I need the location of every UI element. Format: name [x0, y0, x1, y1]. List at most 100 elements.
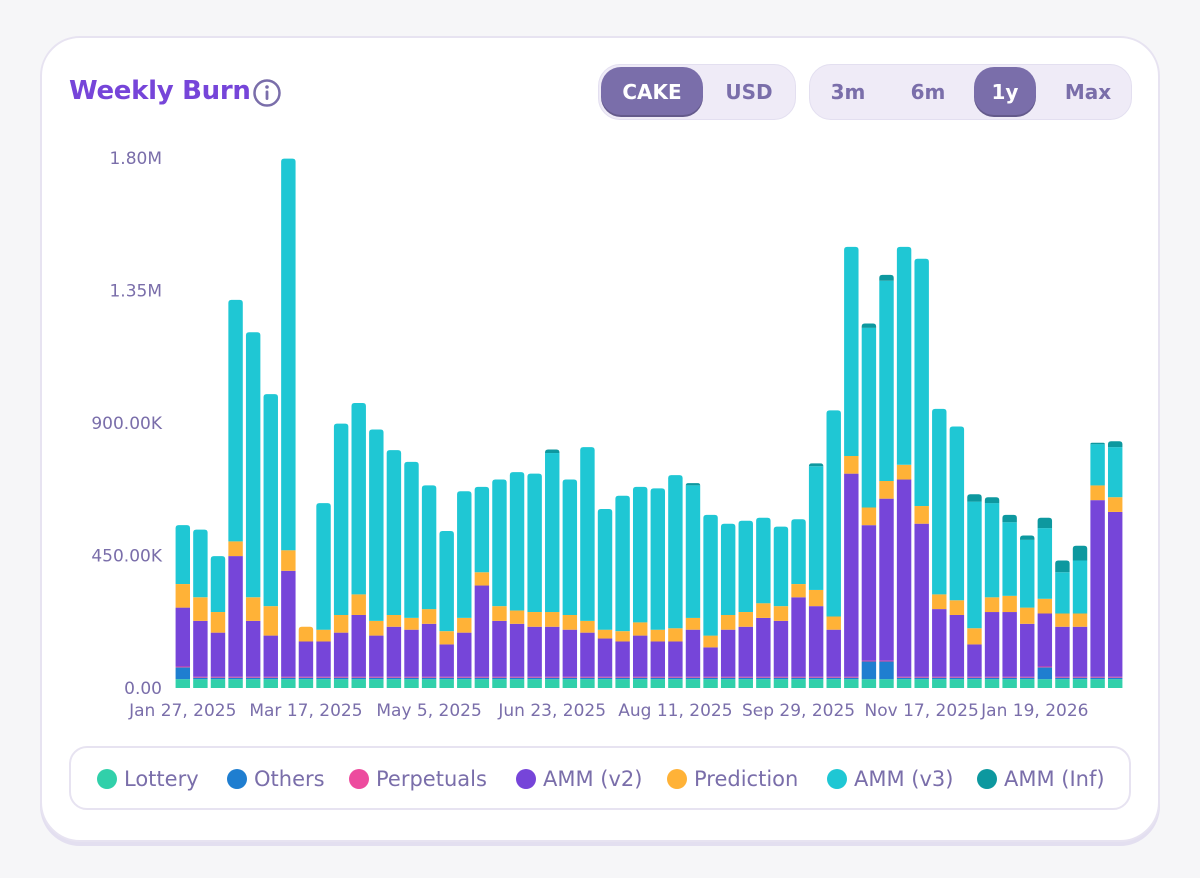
bar-segment-perpetuals[interactable] — [316, 676, 331, 678]
bar-segment-amm-v2[interactable] — [844, 473, 859, 677]
legend-item-amm-v2[interactable]: AMM (v2) — [516, 748, 642, 810]
bar-segment-amm-v3[interactable] — [791, 519, 806, 585]
bar-segment-perpetuals[interactable] — [509, 676, 525, 678]
bar-segment-prediction[interactable] — [404, 617, 419, 630]
bar-segment-lottery[interactable] — [228, 679, 243, 688]
bar-segment-perpetuals[interactable] — [720, 676, 736, 678]
bar-segment-amm-v2[interactable] — [545, 626, 560, 677]
bar-segment-amm-v2[interactable] — [597, 638, 613, 677]
bar-segment-amm-v2[interactable] — [562, 629, 578, 677]
bar-segment-prediction[interactable] — [316, 629, 331, 642]
bar-segment-lottery[interactable] — [1020, 679, 1035, 688]
bar-segment-amm-v3[interactable] — [333, 423, 349, 615]
bar-segment-amm-v3[interactable] — [175, 525, 191, 585]
currency-usd-button[interactable]: USD — [725, 80, 773, 104]
bar-segment-others[interactable] — [773, 677, 789, 680]
bar-segment-amm-inf[interactable] — [685, 483, 701, 486]
bar-segment-lottery[interactable] — [369, 679, 384, 688]
bar-segment-others[interactable] — [685, 677, 701, 680]
bar-segment-amm-v2[interactable] — [896, 479, 912, 677]
bar-segment-lottery[interactable] — [1055, 679, 1070, 688]
bar-segment-amm-v3[interactable] — [545, 453, 560, 613]
bar-segment-amm-v2[interactable] — [281, 570, 296, 677]
bar-segment-others[interactable] — [914, 677, 929, 680]
bar-segment-lottery[interactable] — [685, 679, 701, 688]
bar-segment-perpetuals[interactable] — [210, 676, 226, 678]
bar-segment-perpetuals[interactable] — [1020, 676, 1035, 678]
bar-segment-others[interactable] — [527, 677, 542, 680]
bar-segment-others[interactable] — [703, 677, 718, 680]
bar-segment-amm-v2[interactable] — [457, 632, 472, 677]
info-icon[interactable] — [252, 78, 282, 108]
bar-segment-others[interactable] — [545, 677, 560, 680]
bar-segment-prediction[interactable] — [175, 584, 191, 608]
bar-segment-amm-inf[interactable] — [879, 274, 894, 281]
bar-segment-others[interactable] — [861, 661, 877, 680]
bar-segment-amm-v3[interactable] — [808, 466, 824, 590]
range-max-button[interactable]: Max — [1064, 80, 1112, 104]
bar-segment-amm-v2[interactable] — [685, 629, 701, 677]
bar-segment-lottery[interactable] — [967, 679, 982, 688]
bar-segment-prediction[interactable] — [580, 620, 595, 633]
bar-segment-amm-v3[interactable] — [351, 402, 366, 595]
bar-segment-amm-v2[interactable] — [650, 641, 666, 677]
bar-segment-prediction[interactable] — [1090, 485, 1105, 501]
bar-segment-others[interactable] — [386, 677, 402, 680]
bar-segment-amm-v3[interactable] — [984, 503, 1000, 598]
bar-segment-perpetuals[interactable] — [404, 676, 419, 678]
bar-segment-perpetuals[interactable] — [333, 676, 349, 678]
bar-segment-amm-v2[interactable] — [1020, 623, 1035, 677]
bar-segment-lottery[interactable] — [932, 679, 947, 688]
bar-segment-prediction[interactable] — [597, 629, 613, 639]
bar-segment-amm-v3[interactable] — [1037, 528, 1053, 599]
bar-segment-lottery[interactable] — [791, 679, 806, 688]
bar-segment-lottery[interactable] — [720, 679, 736, 688]
bar-segment-amm-v2[interactable] — [738, 626, 753, 677]
bar-segment-amm-v2[interactable] — [527, 626, 542, 677]
bar-segment-others[interactable] — [1090, 677, 1105, 680]
bar-segment-perpetuals[interactable] — [562, 676, 578, 678]
bar-segment-perpetuals[interactable] — [932, 676, 947, 678]
bar-segment-amm-v3[interactable] — [509, 472, 525, 611]
bar-segment-prediction[interactable] — [685, 617, 701, 630]
bar-segment-others[interactable] — [369, 677, 384, 680]
bar-segment-others[interactable] — [756, 677, 771, 680]
bar-segment-others[interactable] — [245, 677, 261, 680]
bar-segment-others[interactable] — [580, 677, 595, 680]
bar-segment-others[interactable] — [984, 677, 1000, 680]
bar-segment-amm-v2[interactable] — [175, 607, 191, 667]
range-3m-button[interactable]: 3m — [830, 80, 866, 104]
bar-segment-others[interactable] — [298, 677, 314, 680]
bar-segment-amm-v2[interactable] — [580, 632, 595, 677]
bar-segment-lottery[interactable] — [509, 679, 525, 688]
bar-segment-prediction[interactable] — [457, 617, 472, 633]
bar-segment-perpetuals[interactable] — [896, 676, 912, 678]
bar-segment-amm-v3[interactable] — [474, 486, 490, 573]
bar-segment-prediction[interactable] — [351, 594, 366, 615]
bar-segment-perpetuals[interactable] — [597, 676, 613, 678]
bar-segment-lottery[interactable] — [615, 679, 630, 688]
bar-segment-prediction[interactable] — [474, 572, 490, 586]
bar-segment-amm-v2[interactable] — [984, 612, 1000, 677]
bar-segment-amm-v3[interactable] — [650, 488, 666, 630]
bar-segment-prediction[interactable] — [967, 628, 982, 645]
bar-segment-lottery[interactable] — [210, 679, 226, 688]
bar-segment-prediction[interactable] — [879, 481, 894, 499]
bar-segment-perpetuals[interactable] — [1072, 676, 1088, 678]
range-1y-button[interactable]: 1y — [974, 67, 1036, 117]
bar-segment-prediction[interactable] — [193, 597, 208, 621]
currency-cake-button[interactable]: CAKE — [601, 67, 703, 117]
bar-segment-amm-v3[interactable] — [404, 461, 419, 618]
bar-segment-prediction[interactable] — [421, 609, 437, 624]
bar-segment-amm-v2[interactable] — [826, 629, 841, 677]
bar-segment-amm-v2[interactable] — [861, 525, 877, 661]
bar-segment-prediction[interactable] — [632, 622, 648, 636]
bar-segment-others[interactable] — [896, 677, 912, 680]
bar-segment-amm-v3[interactable] — [861, 327, 877, 508]
bar-segment-amm-v3[interactable] — [949, 426, 965, 601]
bar-segment-lottery[interactable] — [844, 679, 859, 688]
bar-segment-amm-v3[interactable] — [826, 410, 841, 617]
bar-segment-others[interactable] — [316, 677, 331, 680]
bar-segment-amm-v3[interactable] — [1055, 572, 1070, 614]
bar-segment-perpetuals[interactable] — [632, 676, 648, 678]
